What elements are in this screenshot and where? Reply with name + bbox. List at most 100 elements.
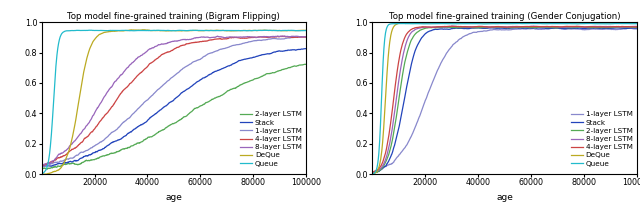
- Line: 1-layer LSTM: 1-layer LSTM: [42, 37, 306, 167]
- Line: Queue: Queue: [42, 30, 306, 174]
- 4-layer LSTM: [145, 64, 152, 66]
- Stack: [38, 166, 45, 168]
- 1-layer LSTM: [580, 28, 588, 31]
- DeQue: [249, 29, 257, 32]
- Stack: [575, 27, 583, 30]
- 2-layer LSTM: [396, 95, 403, 98]
- 4-layer LSTM: [154, 57, 162, 59]
- Queue: [579, 22, 587, 25]
- 4-layer LSTM: [633, 26, 640, 28]
- Queue: [145, 29, 153, 32]
- 4-layer LSTM: [220, 38, 227, 40]
- Line: DeQue: DeQue: [372, 23, 637, 174]
- 2-layer LSTM: [244, 80, 252, 83]
- 4-layer LSTM: [38, 165, 45, 167]
- 1-layer LSTM: [38, 165, 45, 168]
- Queue: [249, 29, 257, 32]
- DeQue: [244, 29, 252, 32]
- 4-layer LSTM: [244, 37, 252, 39]
- Queue: [87, 29, 95, 31]
- 2-layer LSTM: [550, 26, 557, 29]
- 2-layer LSTM: [485, 26, 493, 29]
- Title: Top model fine-grained training (Bigram Flipping): Top model fine-grained training (Bigram …: [67, 12, 280, 21]
- 4-layer LSTM: [249, 36, 257, 39]
- 4-layer LSTM: [580, 26, 588, 28]
- 2-layer LSTM: [249, 79, 257, 81]
- Line: Stack: Stack: [42, 49, 306, 167]
- Queue: [65, 29, 72, 32]
- 1-layer LSTM: [220, 47, 227, 50]
- Queue: [244, 29, 252, 32]
- 4-layer LSTM: [575, 25, 582, 28]
- 1-layer LSTM: [65, 157, 73, 160]
- DeQue: [396, 22, 403, 25]
- 8-layer LSTM: [550, 25, 558, 28]
- 8-layer LSTM: [633, 25, 640, 28]
- 2-layer LSTM: [65, 162, 73, 165]
- Stack: [485, 27, 493, 29]
- 1-layer LSTM: [154, 88, 162, 91]
- Stack: [244, 57, 252, 60]
- Line: 4-layer LSTM: 4-layer LSTM: [372, 26, 637, 172]
- 1-layer LSTM: [249, 40, 257, 42]
- 1-layer LSTM: [38, 165, 45, 168]
- 8-layer LSTM: [396, 76, 403, 78]
- Queue: [485, 23, 493, 25]
- 8-layer LSTM: [449, 25, 456, 27]
- Queue: [38, 172, 45, 175]
- Queue: [633, 22, 640, 25]
- 1-layer LSTM: [476, 30, 483, 33]
- DeQue: [139, 28, 147, 31]
- 1-layer LSTM: [485, 29, 493, 32]
- Queue: [476, 22, 483, 25]
- Stack: [65, 161, 72, 163]
- Queue: [220, 29, 227, 32]
- 2-layer LSTM: [575, 26, 582, 28]
- Line: 1-layer LSTM: 1-layer LSTM: [372, 28, 637, 173]
- Title: Top model fine-grained training (Gender Conjugation): Top model fine-grained training (Gender …: [388, 12, 620, 21]
- 4-layer LSTM: [280, 35, 288, 38]
- Queue: [550, 22, 557, 25]
- DeQue: [154, 29, 162, 32]
- DeQue: [220, 29, 227, 32]
- 2-layer LSTM: [633, 26, 640, 29]
- 1-layer LSTM: [302, 36, 310, 38]
- 8-layer LSTM: [244, 35, 252, 38]
- 8-layer LSTM: [145, 48, 153, 51]
- Queue: [575, 23, 582, 25]
- Legend: 2-layer LSTM, Stack, 1-layer LSTM, 4-layer LSTM, 8-layer LSTM, DeQue, Queue: 2-layer LSTM, Stack, 1-layer LSTM, 4-lay…: [237, 108, 305, 170]
- Line: 2-layer LSTM: 2-layer LSTM: [42, 64, 306, 169]
- Stack: [580, 27, 588, 30]
- 4-layer LSTM: [485, 26, 493, 28]
- 2-layer LSTM: [220, 93, 227, 95]
- 1-layer LSTM: [145, 97, 153, 100]
- DeQue: [369, 172, 376, 175]
- Stack: [633, 27, 640, 29]
- Queue: [369, 173, 376, 175]
- Stack: [369, 171, 376, 174]
- 2-layer LSTM: [302, 63, 310, 65]
- DeQue: [38, 173, 45, 175]
- 8-layer LSTM: [38, 164, 46, 166]
- 1-layer LSTM: [552, 27, 559, 29]
- 2-layer LSTM: [476, 26, 483, 29]
- DeQue: [575, 22, 582, 24]
- 2-layer LSTM: [580, 26, 588, 28]
- 1-layer LSTM: [575, 28, 582, 30]
- 1-layer LSTM: [369, 171, 376, 174]
- Queue: [302, 29, 310, 32]
- DeQue: [633, 22, 640, 24]
- Stack: [396, 123, 403, 126]
- DeQue: [65, 150, 72, 153]
- 8-layer LSTM: [575, 26, 582, 28]
- 8-layer LSTM: [220, 36, 227, 39]
- X-axis label: age: age: [496, 193, 513, 202]
- 8-layer LSTM: [65, 146, 73, 149]
- 1-layer LSTM: [244, 41, 252, 43]
- 8-layer LSTM: [476, 25, 483, 28]
- 8-layer LSTM: [154, 43, 162, 46]
- Stack: [550, 27, 558, 29]
- 8-layer LSTM: [38, 164, 45, 166]
- 4-layer LSTM: [476, 25, 483, 28]
- Stack: [302, 47, 310, 50]
